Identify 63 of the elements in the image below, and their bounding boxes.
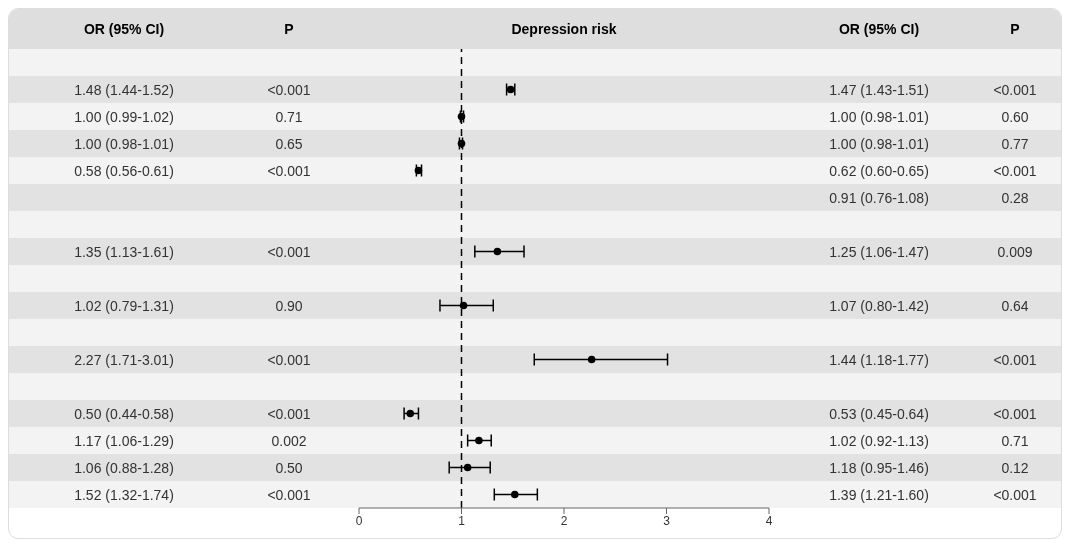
category-label: P [1009, 21, 1021, 37]
category-label: OR (95% CI) [82, 21, 166, 37]
text: <0.001 [267, 351, 311, 368]
text: <0.001 [267, 243, 311, 260]
text: 0.90 [275, 297, 303, 314]
x-tick-label: 3 [663, 513, 671, 528]
text: 0.91 (0.76-1.08) [829, 189, 929, 206]
text: <0.001 [267, 162, 311, 179]
text: 0.71 [275, 108, 303, 125]
text: <0.001 [993, 162, 1037, 179]
point [475, 436, 483, 445]
text: 1.00 (0.98-1.01) [74, 135, 174, 152]
text: <0.001 [267, 81, 311, 98]
text: 1.48 (1.44-1.52) [74, 81, 174, 98]
text: 0.50 (0.44-0.58) [74, 405, 174, 422]
text: 1.02 (0.92-1.13) [829, 432, 929, 449]
text: 1.07 (0.80-1.42) [829, 297, 929, 314]
text: <0.001 [993, 486, 1037, 503]
chart-title: Depression risk [510, 20, 618, 39]
text: 0.58 (0.56-0.61) [74, 162, 174, 179]
point [463, 463, 472, 472]
text: <0.001 [267, 405, 311, 422]
text: 1.35 (1.13-1.61) [74, 243, 174, 260]
text: 2.27 (1.71-3.01) [74, 351, 174, 368]
text: 1.00 (0.99-1.02) [74, 108, 174, 125]
text: 0.53 (0.45-0.64) [829, 405, 929, 422]
x-tick-label: 1 [458, 513, 466, 528]
text: 1.44 (1.18-1.77) [829, 351, 929, 368]
point [511, 490, 519, 499]
text: 1.47 (1.43-1.51) [829, 81, 929, 98]
text: 1.17 (1.06-1.29) [74, 432, 174, 449]
text: 0.009 [997, 243, 1033, 260]
text: 0.77 [1001, 135, 1029, 152]
text: 1.00 (0.98-1.01) [829, 108, 929, 125]
text: 0.28 [1001, 189, 1029, 206]
text: <0.001 [993, 81, 1037, 98]
category-label: P [283, 21, 295, 37]
text: 0.62 (0.60-0.65) [829, 162, 929, 179]
text: 0.60 [1001, 108, 1029, 125]
text: 0.12 [1001, 459, 1029, 476]
text: 0.71 [1001, 432, 1029, 449]
x-tick-label: 0 [355, 513, 363, 528]
text: <0.001 [993, 351, 1037, 368]
x-tick-label: 4 [765, 513, 773, 528]
text: 0.64 [1001, 297, 1029, 314]
text: 1.02 (0.79-1.31) [74, 297, 174, 314]
text: 1.39 (1.21-1.60) [829, 486, 929, 503]
text: 1.25 (1.06-1.47) [829, 243, 929, 260]
text: <0.001 [993, 405, 1037, 422]
x-tick-label: 2 [560, 513, 568, 528]
point [459, 301, 468, 310]
point [406, 409, 415, 418]
text: 1.06 (0.88-1.28) [74, 459, 174, 476]
text: 0.50 [275, 459, 303, 476]
text: 0.002 [271, 432, 307, 449]
text: 1.18 (0.95-1.46) [829, 459, 929, 476]
category-label: OR (95% CI) [837, 21, 921, 37]
text: 0.65 [275, 135, 303, 152]
text: <0.001 [267, 486, 311, 503]
text: 1.00 (0.98-1.01) [829, 135, 929, 152]
point [587, 355, 596, 364]
text: 1.52 (1.32-1.74) [74, 486, 174, 503]
point [493, 247, 502, 256]
